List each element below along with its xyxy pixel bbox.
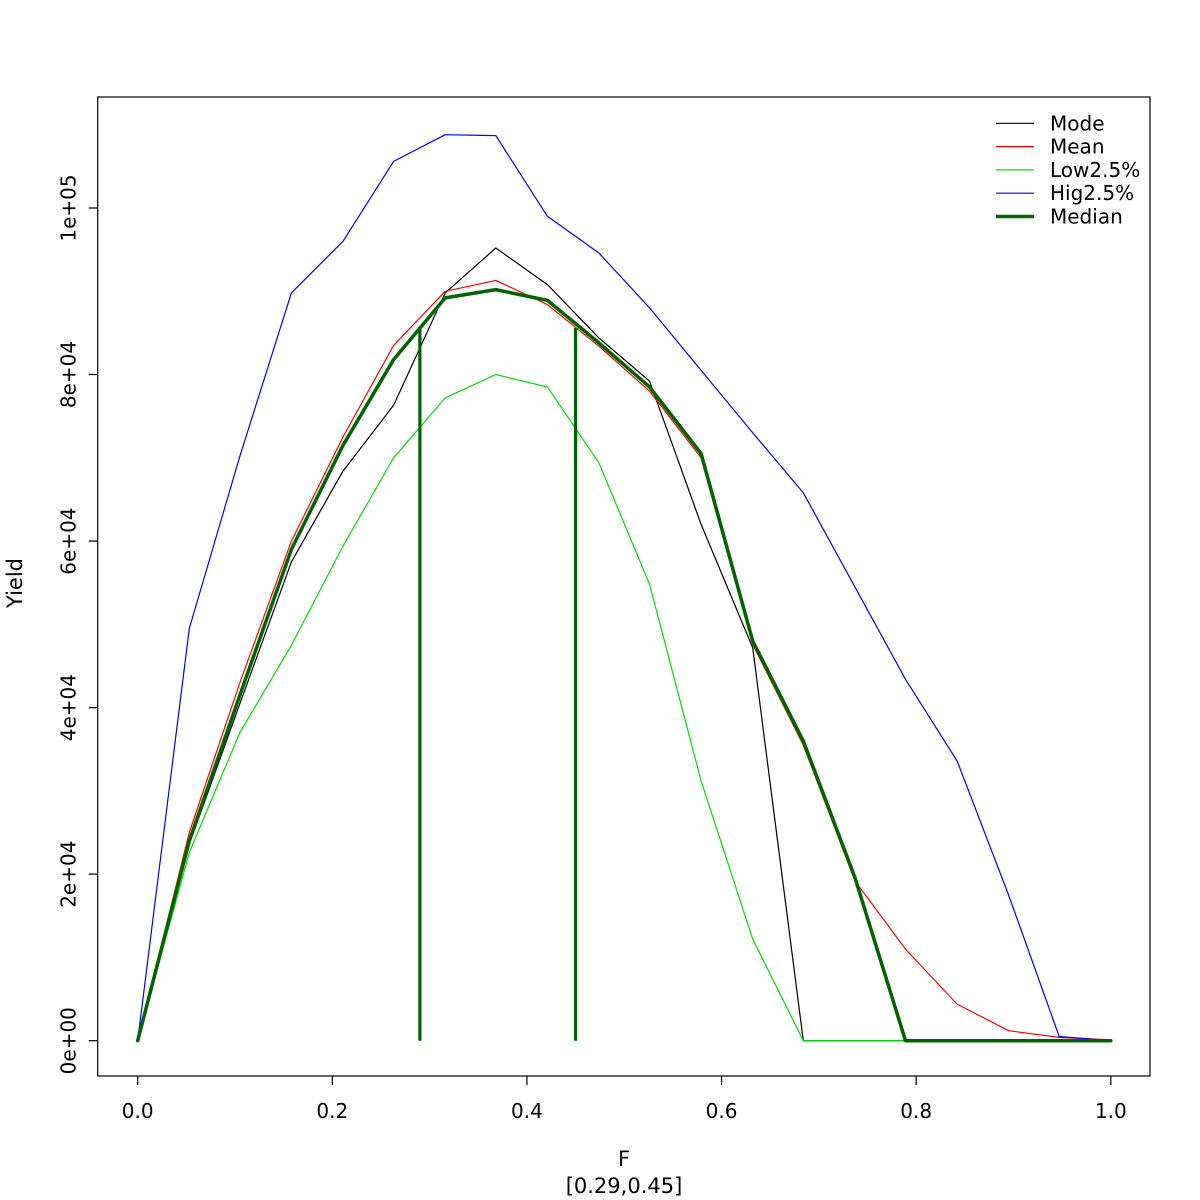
plot-border	[97, 96, 1151, 1077]
x-tick-label-0-0: 0.0	[122, 1099, 154, 1123]
y-tick-label-1e-05: 1e+05	[57, 174, 81, 241]
x-axis-title: F	[618, 1147, 630, 1171]
legend-label-mode: Mode	[1050, 111, 1105, 135]
series-line-hig2-5	[137, 134, 1112, 1042]
series-line-median	[135, 287, 1113, 1043]
y-tick-label-2e-04: 2e+04	[57, 841, 81, 908]
y-tick-label-0e-00: 0e+00	[57, 1007, 81, 1074]
x-tick-label-0-8: 0.8	[900, 1099, 932, 1123]
data-series	[135, 134, 1113, 1043]
y-tick-label-8e-04: 8e+04	[57, 341, 81, 408]
legend-label-median: Median	[1050, 205, 1123, 229]
x-tick-label-0-6: 0.6	[706, 1099, 738, 1123]
legend-label-low2-5: Low2.5%	[1050, 158, 1140, 182]
x-tick-label-0-4: 0.4	[511, 1099, 543, 1123]
x-tick-label-0-2: 0.2	[316, 1099, 348, 1123]
series-line-mean	[137, 279, 1112, 1042]
legend-label-mean: Mean	[1050, 135, 1105, 159]
legend-label-hig2-5: Hig2.5%	[1050, 181, 1134, 205]
x-axis-subtitle: [0.29,0.45]	[566, 1174, 683, 1198]
axis-ticks: 0.0 0.2 0.4 0.6 0.8 1.0 0e+00 2e+04 4e+04 6e+04 8e…	[57, 174, 1127, 1123]
reference-lines	[418, 327, 578, 1041]
series-line-low2-5	[137, 373, 1112, 1042]
y-axis-title: Yield	[3, 558, 27, 609]
x-tick-label-1-0: 1.0	[1095, 1099, 1127, 1123]
y-tick-label-6e-04: 6e+04	[57, 507, 81, 574]
y-tick-label-4e-04: 4e+04	[57, 674, 81, 741]
